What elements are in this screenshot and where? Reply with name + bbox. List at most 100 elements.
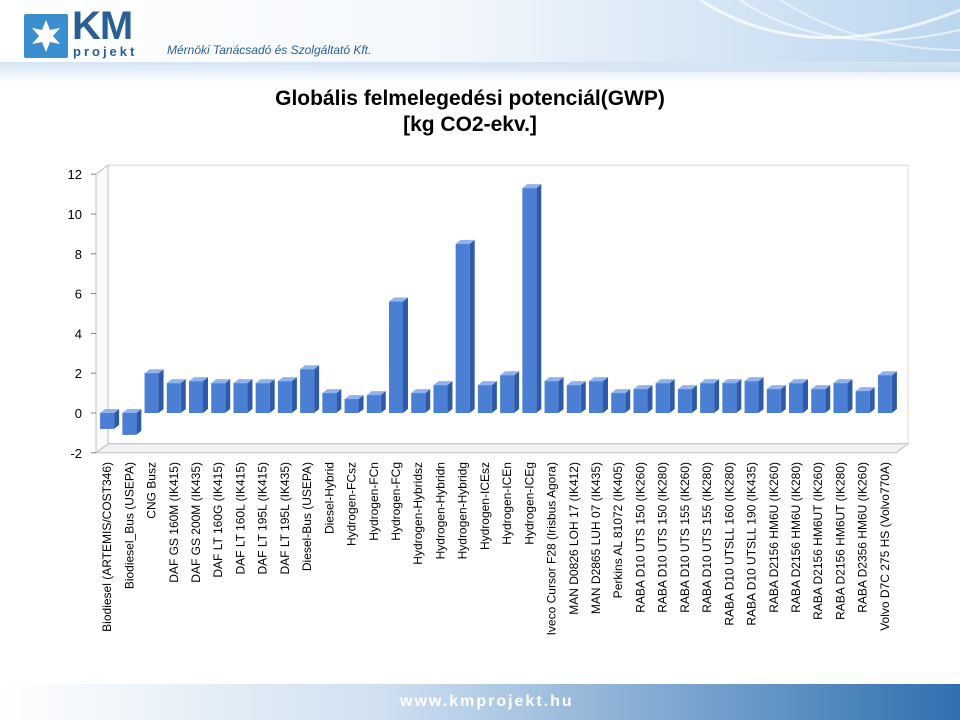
bar-side — [380, 391, 386, 413]
bar-side — [403, 297, 408, 413]
bar — [144, 373, 159, 413]
chart-side-wall — [95, 164, 109, 454]
bar — [700, 383, 715, 413]
bar — [389, 301, 403, 413]
bar-top — [322, 389, 342, 394]
bar — [100, 413, 115, 429]
bar-top — [233, 379, 253, 384]
bar-side — [558, 377, 564, 413]
chart-title-line2: [kg CO2-ekv.] — [403, 113, 537, 136]
x-tick-label: Hydrogen-Hybridg — [456, 462, 470, 559]
bar-top — [633, 385, 653, 390]
bar — [611, 393, 626, 413]
bar — [833, 383, 848, 413]
x-tick-label: RABA D10 UTSLL 190 (IK435) — [745, 462, 759, 626]
bar-side — [580, 381, 586, 413]
logo-subtext: projekt — [73, 44, 138, 59]
bar-top — [855, 387, 875, 392]
company-tagline: Mérnöki Tanácsadó és Szolgáltató Kft. — [167, 43, 372, 57]
x-tick-label: Hydrogen-FCsz — [345, 462, 359, 546]
bar-top — [522, 184, 542, 189]
bar-side — [225, 379, 231, 413]
bar-side — [336, 389, 342, 413]
bar-side — [758, 377, 764, 413]
bar-top — [677, 385, 697, 390]
y-tick-label: 6 — [75, 287, 82, 302]
chart-title-line1: Globális felmelegedési potenciál(GWP) — [275, 87, 665, 110]
bar — [522, 188, 537, 413]
bar-top — [366, 391, 386, 396]
bar-side — [825, 385, 831, 413]
x-tick-label: Iveco Cursor F28 (Irisbus Agora) — [545, 462, 559, 635]
bar-side — [647, 385, 653, 413]
bar-side — [625, 389, 631, 413]
bar-top — [433, 381, 453, 386]
bar — [544, 381, 559, 413]
bar — [855, 391, 870, 413]
bar-top — [877, 371, 897, 376]
bar-top — [500, 371, 520, 376]
x-tick-label: Perkins AL 81072 (IK405) — [611, 462, 625, 598]
x-tick-label: RABA D10 UTSLL 160 (IK280) — [722, 462, 736, 626]
bar-top — [655, 379, 675, 384]
logo-text: KM — [72, 4, 133, 48]
bar-top — [255, 379, 275, 384]
x-tick-label: RABA D10 UTS 155 (IK280) — [700, 462, 714, 613]
bar-top — [544, 377, 564, 382]
bar — [655, 383, 670, 413]
x-tick-label: MAN D2865 LUH 07 (IK435) — [589, 462, 603, 614]
x-tick-label: DAF GS 200M (IK435) — [189, 462, 203, 583]
bar-side — [669, 379, 675, 413]
bar-side — [691, 385, 697, 413]
bar-top — [300, 365, 320, 370]
bar — [500, 375, 515, 413]
x-tick-label: DAF LT 160L (IK415) — [233, 462, 247, 575]
bar-top — [611, 389, 631, 394]
x-tick-label: Hydrogen-FCn — [367, 462, 381, 541]
bar-top — [566, 381, 586, 386]
bar-top — [700, 379, 720, 384]
bar-top — [144, 369, 164, 374]
bar-top — [166, 379, 186, 384]
bar-top — [277, 377, 297, 382]
y-tick-label: 8 — [75, 247, 82, 262]
x-tick-label: CNG Busz — [145, 462, 159, 519]
bar-top — [744, 377, 764, 382]
footer-banner: www.kmprojekt.hu — [0, 684, 960, 720]
bar-top — [833, 379, 853, 384]
bar — [166, 383, 181, 413]
bar-side — [469, 239, 475, 413]
bar — [744, 381, 759, 413]
bar-side — [536, 184, 542, 413]
bar-top — [189, 377, 208, 382]
bar-top — [100, 409, 120, 413]
header-divider — [0, 62, 960, 82]
bar-top — [211, 379, 231, 384]
bar — [477, 385, 492, 413]
bar-side — [158, 369, 164, 413]
x-tick-label: RABA D2156 HM6U (IK280) — [789, 462, 803, 613]
y-tick-label: 4 — [75, 326, 82, 341]
x-tick-label: RABA D2156 HM6UT (IK280) — [833, 462, 847, 620]
bar-side — [291, 377, 297, 413]
decorative-swirl — [660, 0, 960, 80]
x-tick-label: Hydrogen-FCg — [389, 462, 403, 541]
bar — [189, 381, 203, 413]
bar-top — [589, 377, 608, 382]
x-tick-label: Volvo D7C 275 HS (Volvo770A) — [878, 462, 892, 631]
bar — [277, 381, 292, 413]
bar — [566, 385, 581, 413]
bar — [211, 383, 226, 413]
bar-side — [114, 409, 120, 429]
chart-title: Globális felmelegedési potenciál(GWP) [k… — [180, 86, 760, 138]
bar-side — [136, 409, 142, 435]
x-tick-label: Hydrogen-ICEsz — [478, 462, 492, 550]
x-tick-label: Diesel-Bus (USEPA) — [300, 462, 314, 571]
x-tick-label: DAF LT 195L (IK435) — [278, 462, 292, 575]
x-tick-label: DAF LT 160G (IK415) — [211, 462, 225, 578]
x-tick-label: DAF GS 160M (IK415) — [167, 462, 181, 583]
bar-side — [491, 381, 497, 413]
bar-top — [389, 297, 408, 302]
bar — [255, 383, 270, 413]
bar — [766, 389, 781, 413]
